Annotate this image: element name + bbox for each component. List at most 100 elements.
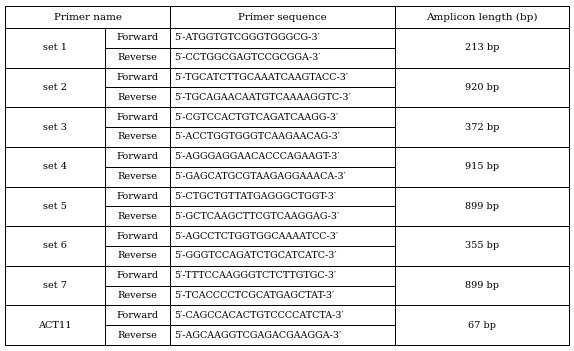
Text: 899 bp: 899 bp <box>465 202 499 211</box>
Bar <box>105 246 170 266</box>
Bar <box>395 305 569 345</box>
Bar <box>105 28 170 48</box>
Text: 5′-TCACCCCTCGCATGAGCTAT-3′: 5′-TCACCCCTCGCATGAGCTAT-3′ <box>174 291 334 300</box>
Bar <box>395 266 569 305</box>
Text: 5′-GAGCATGCGTAAGAGGAAACA-3′: 5′-GAGCATGCGTAAGAGGAAACA-3′ <box>174 172 346 181</box>
Bar <box>105 107 170 127</box>
Bar <box>170 167 395 186</box>
Bar <box>105 186 170 206</box>
Text: Forward: Forward <box>117 73 158 82</box>
Text: 915 bp: 915 bp <box>465 162 499 171</box>
Text: 5′-TGCAGAACAATGTCAAAAGGTC-3′: 5′-TGCAGAACAATGTCAAAAGGTC-3′ <box>174 93 351 102</box>
Text: Primer sequence: Primer sequence <box>238 13 327 21</box>
Bar <box>5 68 105 107</box>
Bar <box>170 226 395 246</box>
Text: 5′-GCTCAAGCTTCGTCAAGGAG-3′: 5′-GCTCAAGCTTCGTCAAGGAG-3′ <box>174 212 339 221</box>
Text: Forward: Forward <box>117 232 158 240</box>
Text: Reverse: Reverse <box>118 93 157 102</box>
Text: Forward: Forward <box>117 152 158 161</box>
Bar <box>105 48 170 68</box>
Text: 5′-TTTCCAAGGGTCTCTTGTGC-3′: 5′-TTTCCAAGGGTCTCTTGTGC-3′ <box>174 271 336 280</box>
Text: 5′-AGCAAGGTCGAGACGAAGGA-3′: 5′-AGCAAGGTCGAGACGAAGGA-3′ <box>174 331 341 340</box>
Text: 355 bp: 355 bp <box>465 241 499 250</box>
Text: Reverse: Reverse <box>118 291 157 300</box>
Bar <box>170 186 395 206</box>
Bar <box>395 147 569 186</box>
Bar <box>170 28 395 48</box>
Bar <box>105 325 170 345</box>
Text: 372 bp: 372 bp <box>465 122 499 132</box>
Bar <box>5 107 105 147</box>
Text: 5′-TGCATCTTGCAAATCAAGTACC-3′: 5′-TGCATCTTGCAAATCAAGTACC-3′ <box>174 73 348 82</box>
Text: 5′-AGGGAGGAACACCCAGAAGT-3′: 5′-AGGGAGGAACACCCAGAAGT-3′ <box>174 152 339 161</box>
Bar <box>170 6 395 28</box>
Bar <box>105 226 170 246</box>
Text: set 1: set 1 <box>43 43 67 52</box>
Bar <box>395 6 569 28</box>
Bar <box>105 167 170 186</box>
Bar <box>170 48 395 68</box>
Text: set 3: set 3 <box>43 122 67 132</box>
Bar <box>170 206 395 226</box>
Text: Forward: Forward <box>117 33 158 42</box>
Text: 5′-CAGCCACACTGTCCCCATCTA-3′: 5′-CAGCCACACTGTCCCCATCTA-3′ <box>174 311 344 320</box>
Bar <box>105 68 170 87</box>
Text: set 7: set 7 <box>43 281 67 290</box>
Text: 5′-ACCTGGTGGGTCAAGAACAG-3′: 5′-ACCTGGTGGGTCAAGAACAG-3′ <box>174 132 340 141</box>
Text: 899 bp: 899 bp <box>465 281 499 290</box>
Text: ACT11: ACT11 <box>38 321 72 330</box>
Bar <box>170 107 395 127</box>
Text: Forward: Forward <box>117 113 158 122</box>
Text: 5′-AGCCTCTGGTGGCAAAATCC-3′: 5′-AGCCTCTGGTGGCAAAATCC-3′ <box>174 232 338 240</box>
Text: Reverse: Reverse <box>118 331 157 340</box>
Bar <box>105 266 170 286</box>
Text: set 2: set 2 <box>43 83 67 92</box>
Bar <box>170 325 395 345</box>
Text: Reverse: Reverse <box>118 212 157 221</box>
Text: Amplicon length (bp): Amplicon length (bp) <box>426 12 538 21</box>
Text: 213 bp: 213 bp <box>465 43 499 52</box>
Bar <box>170 266 395 286</box>
Bar <box>105 305 170 325</box>
Text: 920 bp: 920 bp <box>465 83 499 92</box>
Bar <box>105 286 170 305</box>
Text: Forward: Forward <box>117 311 158 320</box>
Bar <box>5 305 105 345</box>
Text: Reverse: Reverse <box>118 172 157 181</box>
Bar <box>395 186 569 226</box>
Text: set 5: set 5 <box>43 202 67 211</box>
Bar <box>105 87 170 107</box>
Bar <box>170 127 395 147</box>
Bar <box>5 266 105 305</box>
Text: 5′-CCTGGCGAGTCCGCGGA-3′: 5′-CCTGGCGAGTCCGCGGA-3′ <box>174 53 320 62</box>
Bar <box>170 305 395 325</box>
Text: 5′-GGGTCCAGATCTGCATCATC-3′: 5′-GGGTCCAGATCTGCATCATC-3′ <box>174 251 336 260</box>
Bar <box>5 6 170 28</box>
Text: Reverse: Reverse <box>118 53 157 62</box>
Bar <box>105 206 170 226</box>
Bar <box>5 186 105 226</box>
Bar <box>395 226 569 266</box>
Text: Forward: Forward <box>117 192 158 201</box>
Bar <box>170 246 395 266</box>
Text: set 4: set 4 <box>43 162 67 171</box>
Bar <box>170 68 395 87</box>
Text: 5′-ATGGTGTCGGGTGGGCG-3′: 5′-ATGGTGTCGGGTGGGCG-3′ <box>174 33 320 42</box>
Text: Forward: Forward <box>117 271 158 280</box>
Bar <box>170 147 395 167</box>
Text: set 6: set 6 <box>43 241 67 250</box>
Bar <box>5 226 105 266</box>
Text: 5′-CGTCCACTGTCAGATCAAGG-3′: 5′-CGTCCACTGTCAGATCAAGG-3′ <box>174 113 338 122</box>
Text: 67 bp: 67 bp <box>468 321 496 330</box>
Bar <box>105 127 170 147</box>
Text: Primer name: Primer name <box>53 13 122 21</box>
Bar <box>5 28 105 68</box>
Text: Reverse: Reverse <box>118 251 157 260</box>
Bar <box>170 87 395 107</box>
Bar <box>395 28 569 68</box>
Text: Reverse: Reverse <box>118 132 157 141</box>
Bar <box>105 147 170 167</box>
Bar <box>170 286 395 305</box>
Bar <box>5 147 105 186</box>
Bar <box>395 107 569 147</box>
